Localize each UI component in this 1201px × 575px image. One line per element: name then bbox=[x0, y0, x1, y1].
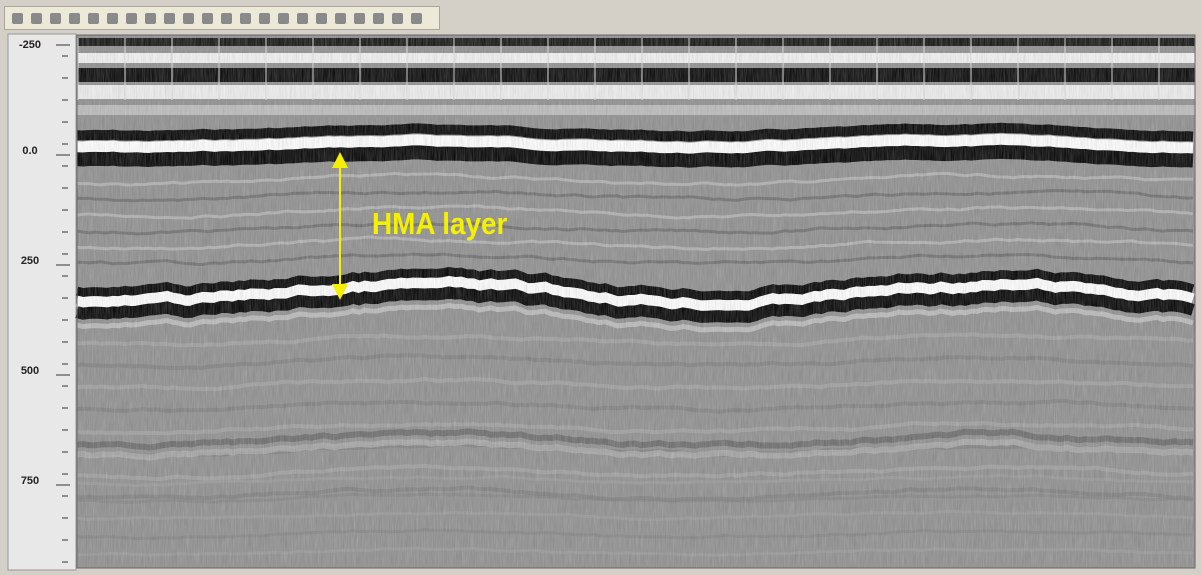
toolbar-button[interactable] bbox=[294, 10, 310, 26]
toolbar-button[interactable] bbox=[389, 10, 405, 26]
toolbar-button[interactable] bbox=[161, 10, 177, 26]
toolbar-button[interactable] bbox=[408, 10, 424, 26]
depth-tick-label: 250 bbox=[21, 255, 39, 267]
depth-tick-label: 750 bbox=[21, 475, 39, 487]
toolbar-button[interactable] bbox=[85, 10, 101, 26]
toolbar-button[interactable] bbox=[256, 10, 272, 26]
toolbar-button[interactable] bbox=[66, 10, 82, 26]
toolbar-button[interactable] bbox=[370, 10, 386, 26]
depth-tick-label: 0.0 bbox=[22, 145, 37, 157]
toolbar-button[interactable] bbox=[351, 10, 367, 26]
toolbar-button[interactable] bbox=[142, 10, 158, 26]
depth-axis-panel bbox=[7, 33, 77, 571]
toolbar-button[interactable] bbox=[199, 10, 215, 26]
toolbar-button[interactable] bbox=[180, 10, 196, 26]
toolbar-button[interactable] bbox=[47, 10, 63, 26]
toolbar-button[interactable] bbox=[104, 10, 120, 26]
toolbar-button[interactable] bbox=[28, 10, 44, 26]
toolbar-button[interactable] bbox=[332, 10, 348, 26]
toolbar-button[interactable] bbox=[313, 10, 329, 26]
toolbar-button[interactable] bbox=[237, 10, 253, 26]
depth-axis: -250 0.0 250 500 750 bbox=[19, 39, 70, 563]
image-border bbox=[76, 34, 1196, 569]
toolbar-button[interactable] bbox=[123, 10, 139, 26]
layer-annotation: HMA layer bbox=[372, 207, 508, 242]
toolbar-button[interactable] bbox=[218, 10, 234, 26]
depth-tick-label: 500 bbox=[21, 365, 39, 377]
image-noise bbox=[77, 35, 1195, 568]
toolbar-button[interactable] bbox=[275, 10, 291, 26]
toolbar-button[interactable] bbox=[9, 10, 25, 26]
toolbar bbox=[4, 6, 440, 30]
depth-tick-label: -250 bbox=[19, 39, 41, 51]
